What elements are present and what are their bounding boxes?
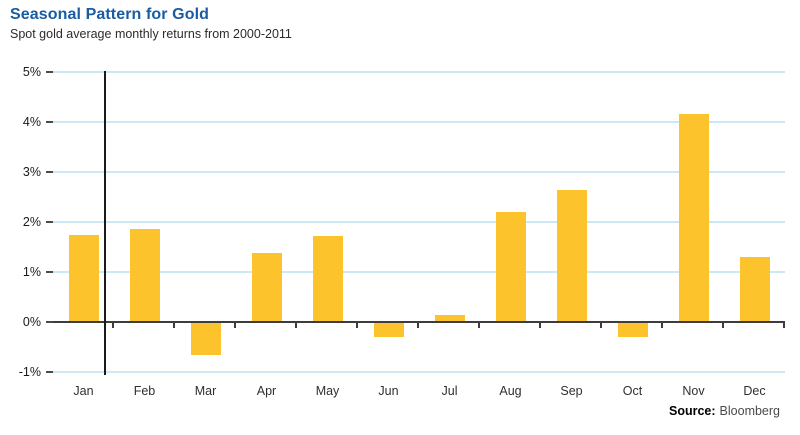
bar-Sep	[556, 189, 587, 322]
plot-area: 5% 4% 3% 2% 1% 0% -1% Jan Feb Mar Apr May Jun Jul Aug S…	[19, 65, 785, 398]
bar-Jul	[434, 314, 465, 322]
y-axis-label-3%: 3%	[22, 165, 41, 179]
y-axis-tick-0%	[46, 321, 53, 323]
bar-Jan	[68, 234, 99, 322]
x-axis-label-Aug: Aug	[499, 384, 522, 398]
y-axis-label--1%: -1%	[18, 365, 41, 379]
y-axis-label-1%: 1%	[22, 265, 41, 279]
x-axis-label-Feb: Feb	[133, 384, 156, 398]
x-axis-tick-7	[478, 323, 480, 328]
x-axis-tick-2	[173, 323, 175, 328]
y-axis-tick-3%	[46, 171, 53, 173]
bar-Oct	[617, 322, 648, 337]
bar-Nov	[678, 113, 709, 322]
chart-title: Seasonal Pattern for Gold	[10, 6, 209, 23]
y-axis-line	[104, 71, 106, 375]
x-axis-tick-9	[600, 323, 602, 328]
x-axis-label-Sep: Sep	[560, 384, 583, 398]
x-axis-label-Jan: Jan	[73, 384, 94, 398]
zero-axis-line	[53, 321, 785, 323]
y-axis-tick-1%	[46, 271, 53, 273]
y-axis-tick-2%	[46, 221, 53, 223]
gridline-5%	[53, 71, 785, 73]
x-axis-tick-8	[539, 323, 541, 328]
gridline-4%	[53, 121, 785, 123]
x-axis-label-Oct: Oct	[622, 384, 643, 398]
bar-Feb	[129, 229, 160, 322]
chart-subtitle: Spot gold average monthly returns from 2…	[10, 27, 292, 41]
x-axis-label-Mar: Mar	[194, 384, 217, 398]
gridline-1%	[53, 271, 785, 273]
x-axis-tick-12	[783, 323, 785, 328]
bar-Aug	[495, 211, 526, 322]
y-axis-label-4%: 4%	[22, 115, 41, 129]
x-axis-tick-11	[722, 323, 724, 328]
bar-Jun	[373, 322, 404, 337]
x-axis-label-Jun: Jun	[378, 384, 399, 398]
x-axis-tick-6	[417, 323, 419, 328]
y-axis-tick-5%	[46, 71, 53, 73]
x-axis-label-Jul: Jul	[441, 384, 458, 398]
x-axis-label-Dec: Dec	[743, 384, 766, 398]
bar-chart: 5% 4% 3% 2% 1% 0% -1% Jan Feb Mar Apr May Jun Jul Aug S…	[0, 65, 800, 412]
gridline-3%	[53, 171, 785, 173]
y-axis-label-0%: 0%	[22, 315, 41, 329]
x-axis-tick-1	[112, 323, 114, 328]
bar-Apr	[251, 253, 282, 322]
x-axis-tick-4	[295, 323, 297, 328]
y-axis-tick-4%	[46, 121, 53, 123]
source-note: Source: Bloomberg	[669, 404, 780, 418]
y-axis-tick--1%	[46, 371, 53, 373]
source-value: Bloomberg	[719, 404, 780, 418]
gridline--1%	[53, 371, 785, 373]
x-axis-tick-10	[661, 323, 663, 328]
x-axis-label-May: May	[315, 384, 340, 398]
x-axis-label-Apr: Apr	[256, 384, 277, 398]
gridline-2%	[53, 221, 785, 223]
bar-Dec	[739, 257, 770, 322]
y-axis-label-5%: 5%	[22, 65, 41, 79]
x-axis-tick-5	[356, 323, 358, 328]
source-label: Source:	[669, 404, 716, 418]
y-axis-label-2%: 2%	[22, 215, 41, 229]
x-axis-label-Nov: Nov	[682, 384, 705, 398]
bar-May	[312, 236, 343, 322]
bar-Mar	[190, 322, 221, 355]
x-axis-tick-3	[234, 323, 236, 328]
